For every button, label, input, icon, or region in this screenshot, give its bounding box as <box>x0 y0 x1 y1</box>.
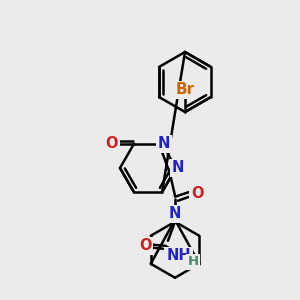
Text: N: N <box>158 136 170 151</box>
Text: O: O <box>191 186 203 201</box>
Text: Br: Br <box>176 82 195 98</box>
Text: O: O <box>139 238 151 253</box>
Text: N: N <box>169 206 181 221</box>
Text: O: O <box>106 136 118 151</box>
Text: NH: NH <box>167 248 191 263</box>
Text: H: H <box>188 255 199 268</box>
Text: N: N <box>172 160 184 175</box>
